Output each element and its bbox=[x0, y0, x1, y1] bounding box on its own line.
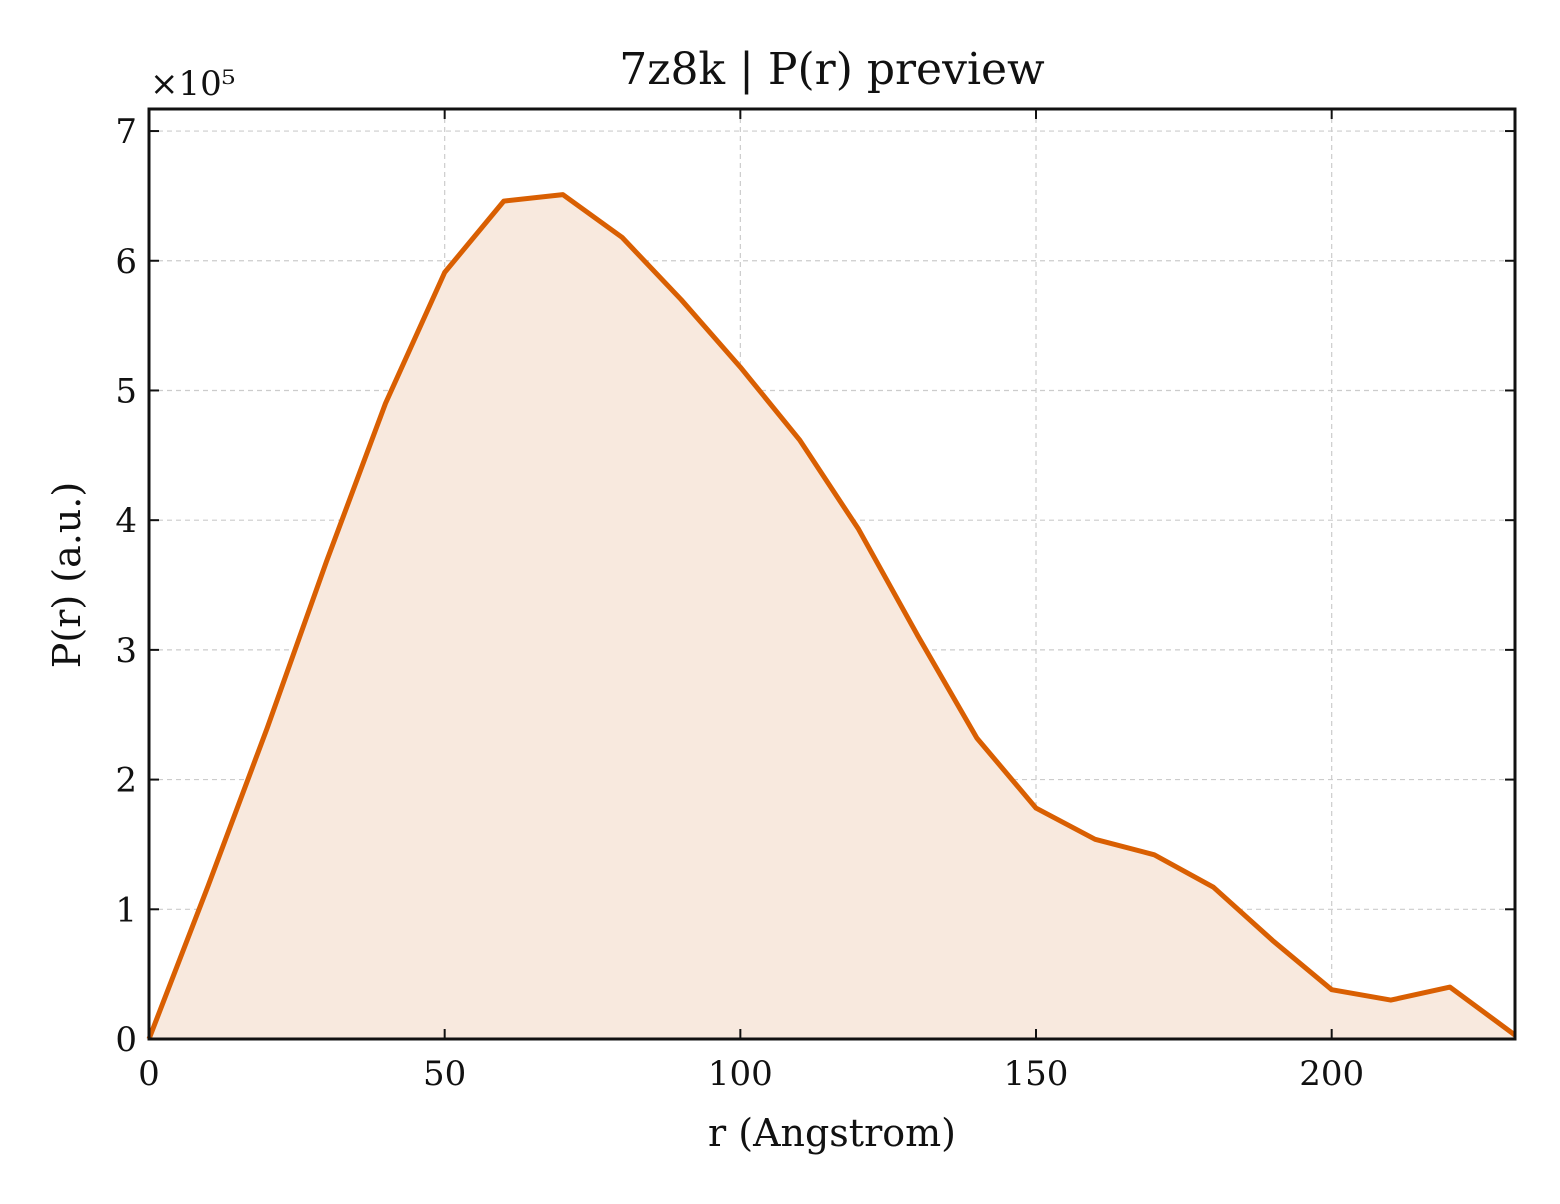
data-point bbox=[1034, 806, 1039, 811]
ticks: 0 50 100 150 200 0 1 2 3 4 5 6 7 bbox=[115, 109, 1515, 1094]
y-tick-label: 1 bbox=[115, 890, 137, 930]
data-point bbox=[1270, 938, 1275, 943]
data-point bbox=[974, 736, 979, 741]
data-point bbox=[1152, 852, 1157, 857]
x-tick-label: 0 bbox=[138, 1054, 160, 1094]
y-tick-label: 5 bbox=[115, 371, 137, 411]
y-tick-label: 0 bbox=[115, 1020, 137, 1060]
data-point bbox=[797, 437, 802, 442]
x-tick-label: 200 bbox=[1299, 1054, 1364, 1094]
data-point bbox=[265, 725, 270, 730]
y-axis-label: P(r) (a.u.) bbox=[45, 482, 89, 668]
area-fill bbox=[149, 194, 1515, 1040]
data-point bbox=[383, 401, 388, 406]
chart-title: 7z8k | P(r) preview bbox=[619, 44, 1045, 95]
data-point bbox=[856, 527, 861, 532]
series-line bbox=[146, 192, 1517, 1040]
data-point bbox=[206, 883, 211, 888]
data-point bbox=[1448, 985, 1453, 990]
y-tick-label: 4 bbox=[115, 501, 137, 541]
y-tick-label: 6 bbox=[115, 242, 137, 282]
data-point bbox=[324, 559, 329, 564]
y-tick-label: 7 bbox=[115, 112, 137, 152]
data-point bbox=[442, 270, 447, 275]
data-point bbox=[738, 365, 743, 370]
y-tick-label: 3 bbox=[115, 631, 137, 671]
data-point bbox=[501, 199, 506, 204]
data-point bbox=[1388, 998, 1393, 1003]
x-tick-label: 150 bbox=[1004, 1054, 1069, 1094]
data-point bbox=[1093, 837, 1098, 842]
data-point bbox=[1211, 885, 1216, 890]
plot-frame bbox=[147, 107, 1517, 1041]
data-point bbox=[560, 192, 565, 197]
y-axis-offset-label: ×10⁵ bbox=[150, 64, 235, 104]
data-point bbox=[915, 633, 920, 638]
x-axis-label: r (Angstrom) bbox=[708, 1111, 956, 1155]
x-tick-label: 100 bbox=[708, 1054, 773, 1094]
data-point bbox=[679, 297, 684, 302]
data-point bbox=[620, 235, 625, 240]
x-tick-label: 50 bbox=[423, 1054, 466, 1094]
y-tick-label: 2 bbox=[115, 761, 137, 801]
data-point bbox=[1329, 987, 1334, 992]
